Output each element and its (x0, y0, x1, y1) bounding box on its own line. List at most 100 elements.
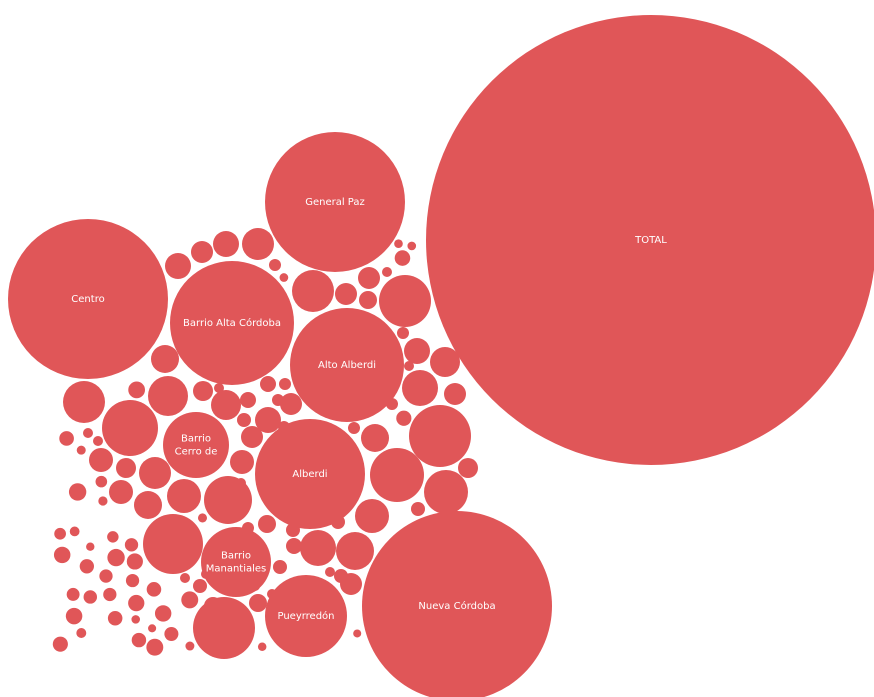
bubble-small (83, 428, 93, 438)
bubble-general-paz (265, 132, 405, 272)
bubble-small (211, 390, 241, 420)
bubble-small (126, 553, 143, 570)
bubble-small (257, 642, 267, 651)
bubble-label-barrio-cerro-de: Cerro de (175, 447, 218, 458)
bubble-small (255, 407, 281, 433)
bubble-pueyrredon (265, 575, 347, 657)
bubble-small (65, 607, 83, 625)
bubble-label-alto-alberdi: Alto Alberdi (318, 360, 376, 371)
bubble-small (230, 450, 254, 474)
bubble-small (397, 327, 409, 339)
bubble-small (83, 590, 98, 604)
bubble-small (107, 548, 125, 567)
bubble-small (68, 483, 87, 501)
bubble-small (269, 259, 281, 271)
bubble-small (292, 270, 334, 312)
bubble-small (411, 502, 425, 516)
bubble-small (407, 241, 417, 251)
bubble-small (193, 579, 207, 593)
bubble-small (394, 239, 403, 249)
bubble-small (325, 567, 335, 577)
bubble-small (109, 480, 133, 504)
bubble-small (99, 569, 113, 583)
bubble-small (430, 347, 460, 377)
bubble-label-barrio-alta-cordoba: Barrio Alta Córdoba (183, 317, 281, 329)
bubble-small (148, 624, 157, 633)
bubble-small (353, 629, 362, 638)
bubble-alberdi (255, 419, 365, 529)
bubble-small (164, 626, 179, 642)
bubble-label-alberdi: Alberdi (292, 469, 327, 480)
bubble-small (128, 594, 145, 612)
bubble-small (340, 573, 362, 595)
bubble-small (165, 253, 191, 279)
bubble-small (260, 376, 276, 392)
bubble-small (131, 615, 140, 624)
bubble-small (300, 530, 336, 566)
bubble-label-barrio-manantiales: Barrio (221, 551, 251, 562)
bubble-small (103, 587, 117, 602)
bubble-small (79, 559, 94, 574)
bubble-small (273, 560, 287, 574)
bubble-small (249, 594, 267, 612)
bubble-small (348, 422, 360, 434)
bubble-small (146, 638, 164, 656)
bubble-small (69, 526, 80, 537)
bubble-small (107, 531, 119, 543)
bubble-centro (8, 219, 168, 379)
bubble-small (154, 605, 172, 622)
bubble-small (54, 527, 66, 540)
bubble-small (242, 228, 274, 260)
bubble-small (359, 291, 377, 309)
bubble-small (139, 457, 171, 489)
bubble-small (131, 632, 147, 648)
bubble-small (444, 383, 466, 405)
bubble-small (128, 381, 146, 399)
bubble-small (124, 538, 139, 552)
bubble-alto-alberdi (290, 308, 404, 422)
bubble-small (59, 431, 74, 446)
bubble-label-nueva-cordoba: Nueva Córdoba (418, 600, 495, 612)
bubble-total (426, 15, 874, 465)
bubble-small (336, 532, 374, 570)
bubble-small (146, 582, 162, 597)
bubble-small (213, 231, 239, 257)
bubble-small (279, 378, 291, 390)
bubble-small (404, 338, 430, 364)
bubble-small (66, 587, 80, 601)
bubble-small (148, 376, 188, 416)
bubble-small (193, 597, 255, 659)
bubble-small (396, 410, 412, 426)
bubble-small (358, 267, 380, 289)
bubble-label-centro: Centro (71, 294, 104, 305)
bubble-barrio-cerro-de (163, 412, 229, 478)
bubble-small (89, 448, 113, 472)
bubble-small (125, 573, 140, 588)
bubble-small (370, 448, 424, 502)
bubble-small (86, 542, 95, 551)
bubble-small (204, 476, 252, 524)
bubble-small (180, 573, 190, 583)
bubble-small (181, 591, 199, 609)
bubble-small (280, 393, 302, 415)
bubble-small (93, 436, 103, 446)
bubble-small (167, 479, 201, 513)
bubble-small (237, 413, 251, 427)
bubble-small (197, 513, 208, 523)
bubble-nueva-cordoba (362, 511, 552, 697)
bubble-small (258, 515, 276, 533)
bubble-small (76, 445, 86, 455)
bubble-label-barrio-cerro-de: Barrio (181, 434, 211, 445)
bubble-small (95, 475, 108, 488)
bubble-small (191, 241, 213, 263)
bubble-barrio-manantiales (201, 527, 271, 597)
bubble-small (458, 458, 478, 478)
bubble-small (379, 275, 431, 327)
bubble-small (53, 546, 71, 564)
bubble-small (143, 514, 203, 574)
bubble-small (52, 636, 68, 652)
bubble-small (241, 426, 263, 448)
bubble-label-general-paz: General Paz (305, 197, 365, 208)
bubble-small (240, 392, 256, 408)
